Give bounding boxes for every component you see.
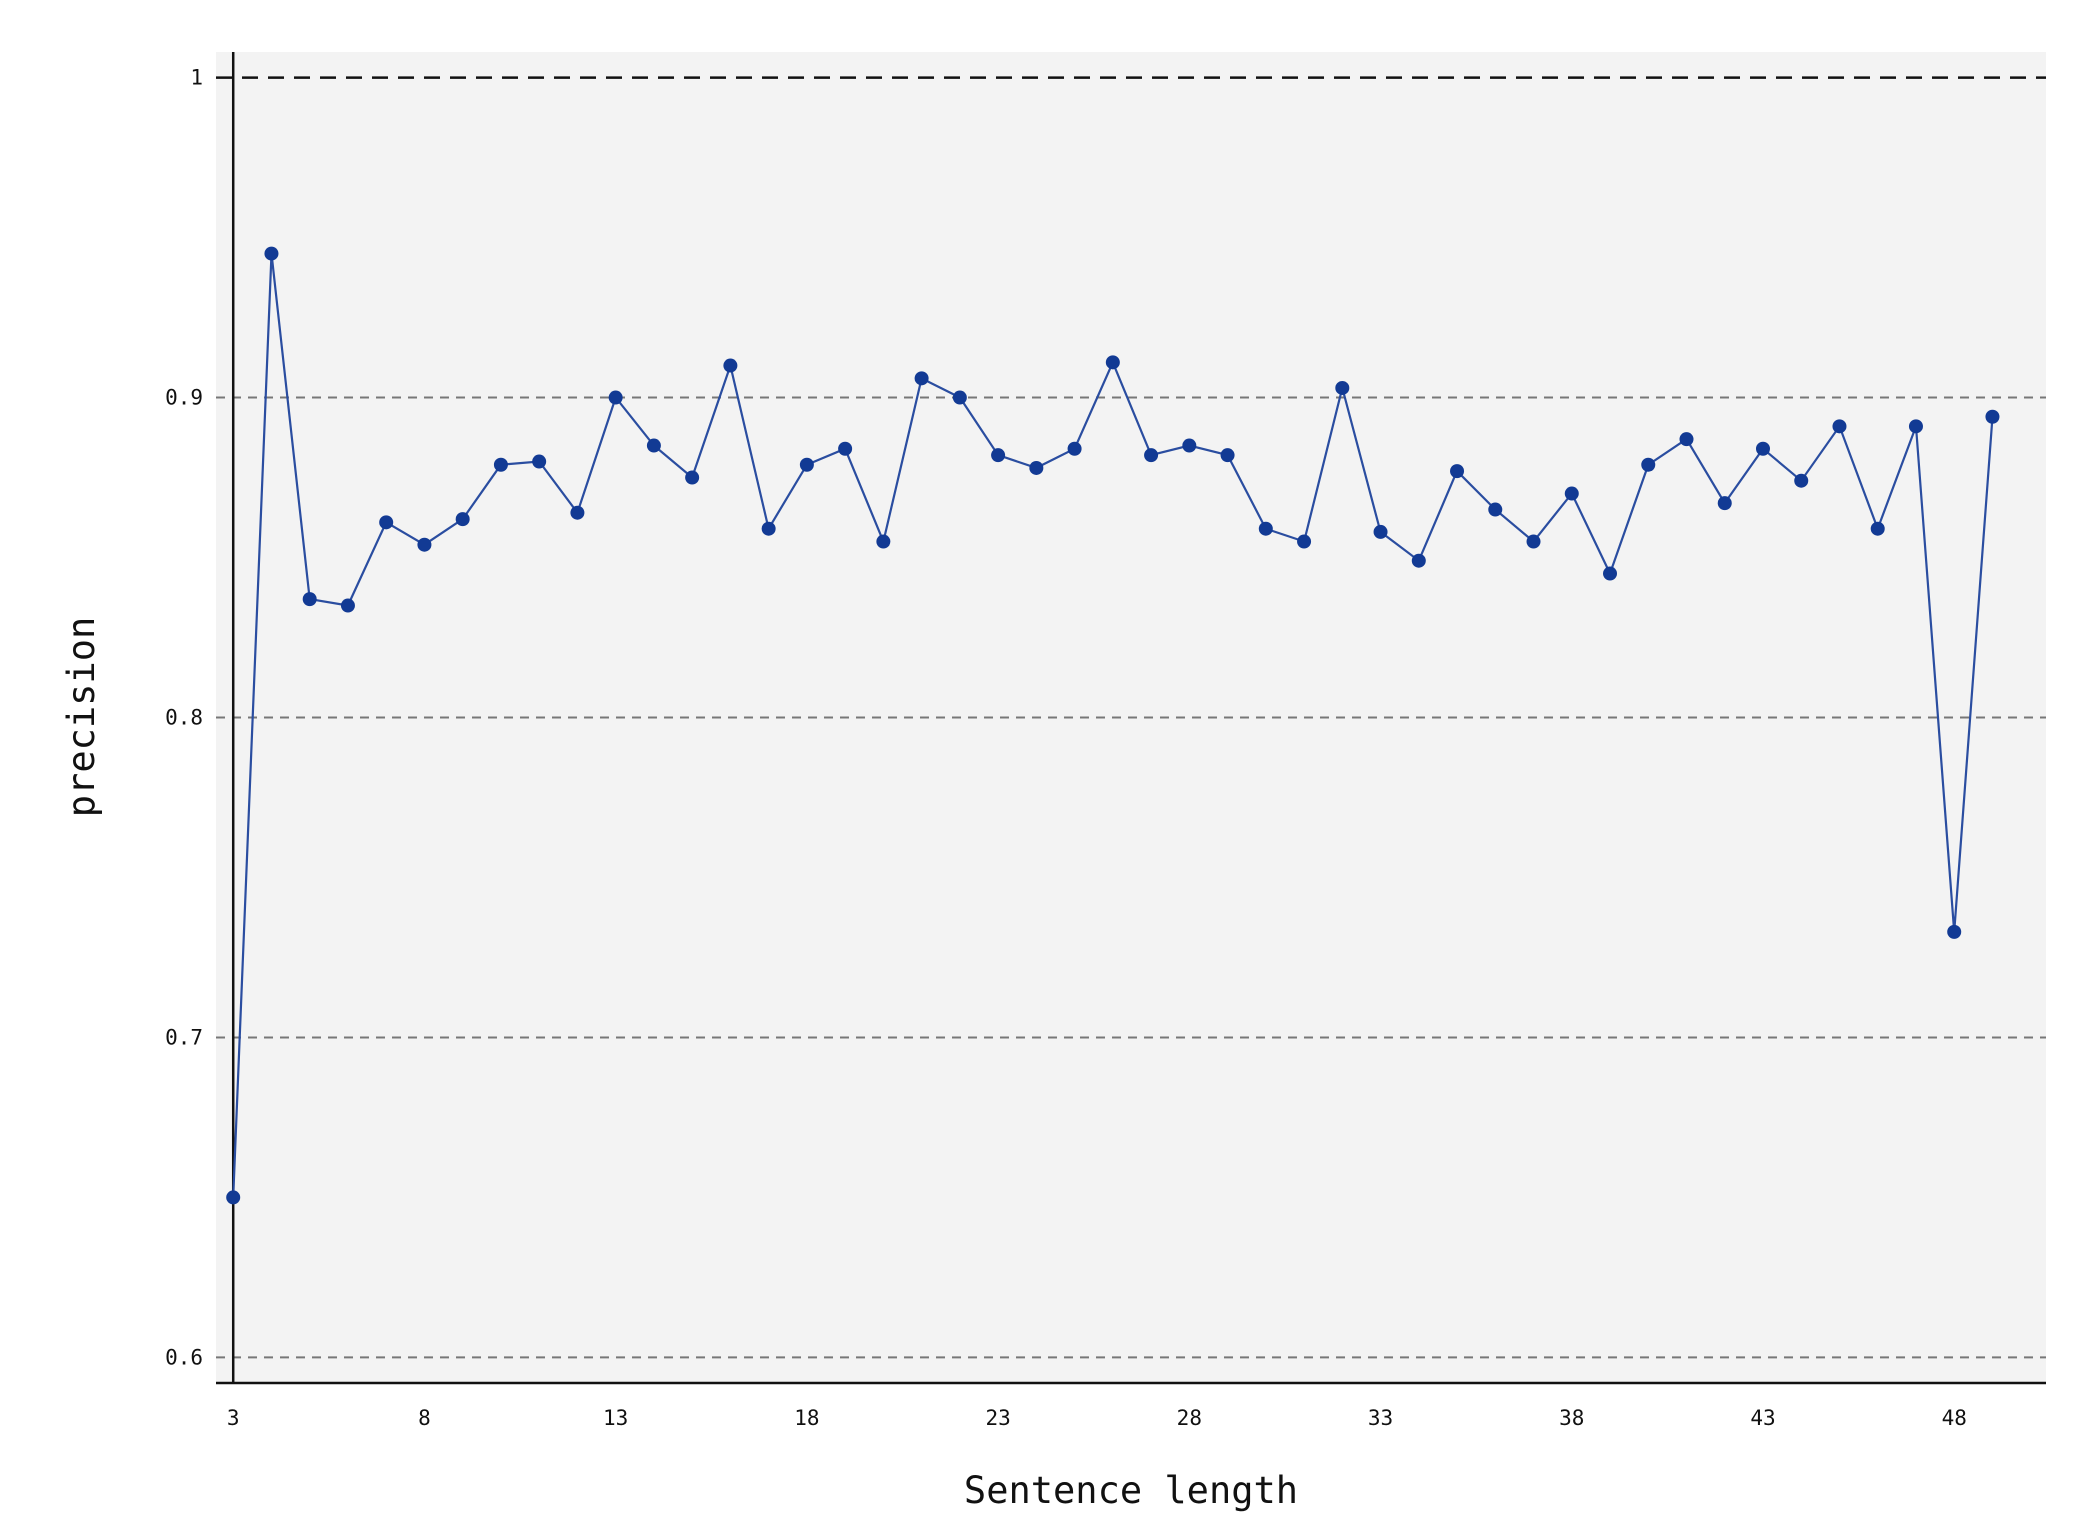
data-point xyxy=(1450,464,1465,479)
data-point xyxy=(952,390,967,405)
data-point xyxy=(340,598,355,613)
data-point xyxy=(1603,566,1618,581)
y-axis-title: precision xyxy=(60,617,103,817)
x-axis-title: Sentence length xyxy=(964,1469,1298,1512)
grid-lines xyxy=(216,396,2046,1359)
data-point xyxy=(646,438,661,453)
data-point xyxy=(302,592,317,607)
data-point xyxy=(1908,419,1923,434)
x-tick-label: 28 xyxy=(1177,1406,1202,1430)
y-tick-label: 0.9 xyxy=(165,386,203,410)
y-tick-label: 0.7 xyxy=(165,1025,203,1049)
data-point xyxy=(1297,534,1312,549)
data-point xyxy=(876,534,891,549)
data-point xyxy=(1717,496,1732,511)
data-point xyxy=(1526,534,1541,549)
x-tick-label: 13 xyxy=(603,1406,628,1430)
y-tick-label: 1 xyxy=(190,66,203,90)
data-point xyxy=(838,441,853,456)
data-point xyxy=(1947,924,1962,939)
data-point xyxy=(1794,473,1809,488)
data-point xyxy=(1641,457,1656,472)
data-point xyxy=(1679,432,1694,447)
data-point xyxy=(723,358,738,373)
x-tick-label: 33 xyxy=(1368,1406,1393,1430)
data-point xyxy=(570,505,585,520)
axes xyxy=(216,52,2046,1385)
x-tick-labels: 3 8 13 18 23 28 33 38 43 48 xyxy=(227,1406,1967,1430)
data-point xyxy=(532,454,547,469)
data-point xyxy=(914,371,929,386)
y-tick-label: 0.8 xyxy=(165,706,203,730)
data-point xyxy=(1067,441,1082,456)
x-tick-label: 43 xyxy=(1750,1406,1775,1430)
data-point xyxy=(226,1190,241,1205)
data-point xyxy=(1220,448,1235,463)
data-point xyxy=(1411,553,1426,568)
data-point xyxy=(608,390,623,405)
data-point xyxy=(455,512,470,527)
y-tick-label: 0.6 xyxy=(165,1345,203,1369)
data-point xyxy=(264,246,279,261)
data-point xyxy=(799,457,814,472)
data-point xyxy=(1373,524,1388,539)
data-point xyxy=(417,537,432,552)
data-points xyxy=(226,246,2000,1205)
data-point xyxy=(1105,355,1120,370)
data-point xyxy=(761,521,776,536)
data-point xyxy=(685,470,700,485)
data-point xyxy=(1144,448,1159,463)
x-tick-label: 23 xyxy=(985,1406,1010,1430)
x-tick-label: 3 xyxy=(227,1406,240,1430)
x-tick-label: 18 xyxy=(794,1406,819,1430)
y-tick-labels: 0.6 0.7 0.8 0.9 1 xyxy=(165,66,203,1370)
data-point xyxy=(1029,460,1044,475)
data-point xyxy=(1335,380,1350,395)
data-point xyxy=(1985,409,2000,424)
data-point xyxy=(379,515,394,530)
x-tick-label: 48 xyxy=(1942,1406,1967,1430)
data-point xyxy=(1755,441,1770,456)
x-tick-label: 38 xyxy=(1559,1406,1584,1430)
data-point xyxy=(1870,521,1885,536)
data-point xyxy=(1258,521,1273,536)
data-point xyxy=(1488,502,1503,517)
x-tick-label: 8 xyxy=(418,1406,431,1430)
data-point xyxy=(991,448,1006,463)
data-point xyxy=(1182,438,1197,453)
data-point xyxy=(1832,419,1847,434)
data-point xyxy=(1564,486,1579,501)
data-point xyxy=(493,457,508,472)
